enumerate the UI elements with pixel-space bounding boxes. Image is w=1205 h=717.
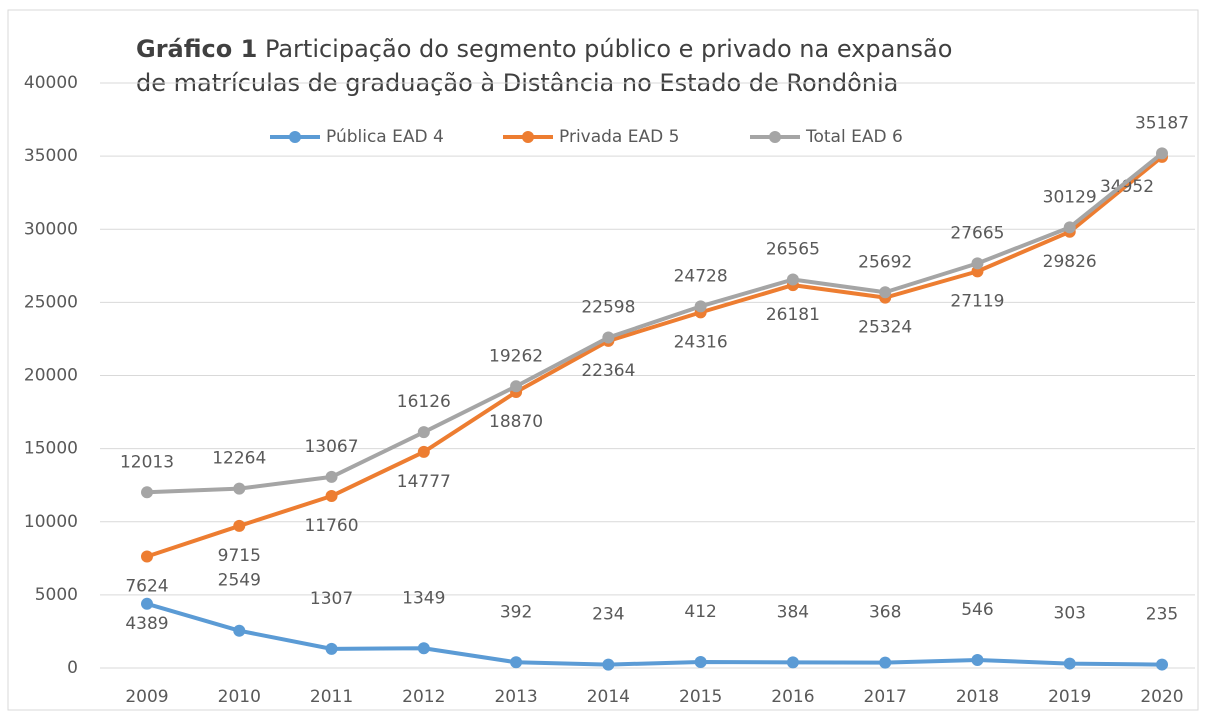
data-label: 4389 <box>125 614 168 634</box>
data-point <box>879 656 892 669</box>
data-label: 9715 <box>218 546 261 566</box>
chart-frame <box>7 9 1199 711</box>
data-label: 368 <box>869 603 901 623</box>
data-point <box>1156 147 1168 160</box>
data-label: 26181 <box>766 305 820 325</box>
data-point <box>510 656 523 669</box>
series-line <box>146 151 1164 495</box>
data-label: 26565 <box>766 239 820 259</box>
x-tick-label: 2020 <box>1140 687 1183 707</box>
legend-marker <box>289 131 301 143</box>
y-tick-label: 25000 <box>24 292 78 312</box>
data-point <box>786 273 799 286</box>
data-label: 22364 <box>581 361 635 381</box>
data-point <box>233 624 246 637</box>
data-point <box>325 470 338 483</box>
y-tick-label: 40000 <box>24 73 78 93</box>
data-point <box>971 654 984 667</box>
data-point <box>602 658 615 671</box>
y-tick-label: 0 <box>67 658 78 678</box>
x-tick-label: 2018 <box>956 687 999 707</box>
legend-label: Privada EAD 5 <box>559 127 679 147</box>
data-label: 27665 <box>950 223 1004 243</box>
data-label: 29826 <box>1043 252 1097 272</box>
data-label: 27119 <box>950 291 1004 311</box>
legend-marker <box>769 131 781 143</box>
data-label: 18870 <box>489 412 543 432</box>
data-point <box>879 286 892 299</box>
data-label: 22598 <box>581 298 635 318</box>
data-point <box>233 482 246 495</box>
title-line: Participação do segmento público e priva… <box>265 35 952 63</box>
y-tick-label: 10000 <box>24 512 78 532</box>
data-point <box>971 257 984 270</box>
chart-title: Gráfico 1 Participação do segmento públi… <box>136 35 952 63</box>
data-label: 235 <box>1146 605 1178 625</box>
data-point <box>417 642 430 655</box>
y-tick-label: 35000 <box>24 146 78 166</box>
data-label: 14777 <box>397 472 451 492</box>
data-point <box>602 331 615 344</box>
x-tick-label: 2014 <box>587 687 630 707</box>
x-tick-label: 2019 <box>1048 687 1091 707</box>
data-label: 12264 <box>212 449 266 469</box>
data-point <box>510 380 523 393</box>
data-point <box>325 642 338 655</box>
y-tick-label: 20000 <box>24 366 78 386</box>
data-label: 7624 <box>125 576 168 596</box>
x-tick-label: 2012 <box>402 687 445 707</box>
data-point <box>694 655 707 668</box>
title-prefix: Gráfico 1 <box>136 35 257 63</box>
x-tick-label: 2010 <box>218 687 261 707</box>
data-point <box>786 656 799 669</box>
data-label: 24316 <box>674 332 728 352</box>
data-label: 19262 <box>489 346 543 366</box>
data-label: 1307 <box>310 589 353 609</box>
data-label: 11760 <box>304 516 358 536</box>
y-tick-label: 15000 <box>24 439 78 459</box>
data-label: 12013 <box>120 452 174 472</box>
data-label: 546 <box>961 600 993 620</box>
x-tick-label: 2009 <box>125 687 168 707</box>
data-point <box>1063 221 1076 234</box>
data-label: 25692 <box>858 252 912 272</box>
data-label: 25324 <box>858 318 912 338</box>
data-label: 2549 <box>218 571 261 591</box>
data-label: 412 <box>684 602 716 622</box>
data-label: 24728 <box>674 266 728 286</box>
data-label: 13067 <box>304 437 358 457</box>
data-label: 1349 <box>402 588 445 608</box>
data-label: 392 <box>500 602 532 622</box>
data-point <box>1063 657 1076 670</box>
legend-label: Pública EAD 4 <box>326 127 444 147</box>
data-label: 16126 <box>397 392 451 412</box>
legend-marker <box>522 131 534 143</box>
data-point <box>233 519 246 532</box>
data-label: 234 <box>592 605 624 625</box>
data-point <box>417 426 430 439</box>
data-label: 303 <box>1054 604 1086 624</box>
series-line <box>146 155 1164 559</box>
x-tick-label: 2013 <box>494 687 537 707</box>
x-tick-label: 2015 <box>679 687 722 707</box>
data-point <box>141 597 153 610</box>
x-tick-label: 2017 <box>864 687 907 707</box>
y-tick-label: 5000 <box>35 585 78 605</box>
series-line <box>146 601 1163 667</box>
data-point <box>141 486 153 499</box>
data-label: 35187 <box>1135 113 1189 133</box>
data-label: 30129 <box>1043 187 1097 207</box>
legend-label: Total EAD 6 <box>805 127 903 147</box>
data-point <box>325 490 338 503</box>
y-tick-label: 30000 <box>24 219 78 239</box>
data-label: 384 <box>777 602 809 622</box>
data-point <box>694 300 707 313</box>
data-point <box>141 550 153 563</box>
data-point <box>417 445 430 458</box>
x-tick-label: 2011 <box>310 687 353 707</box>
data-point <box>1156 658 1168 671</box>
x-tick-label: 2016 <box>771 687 814 707</box>
